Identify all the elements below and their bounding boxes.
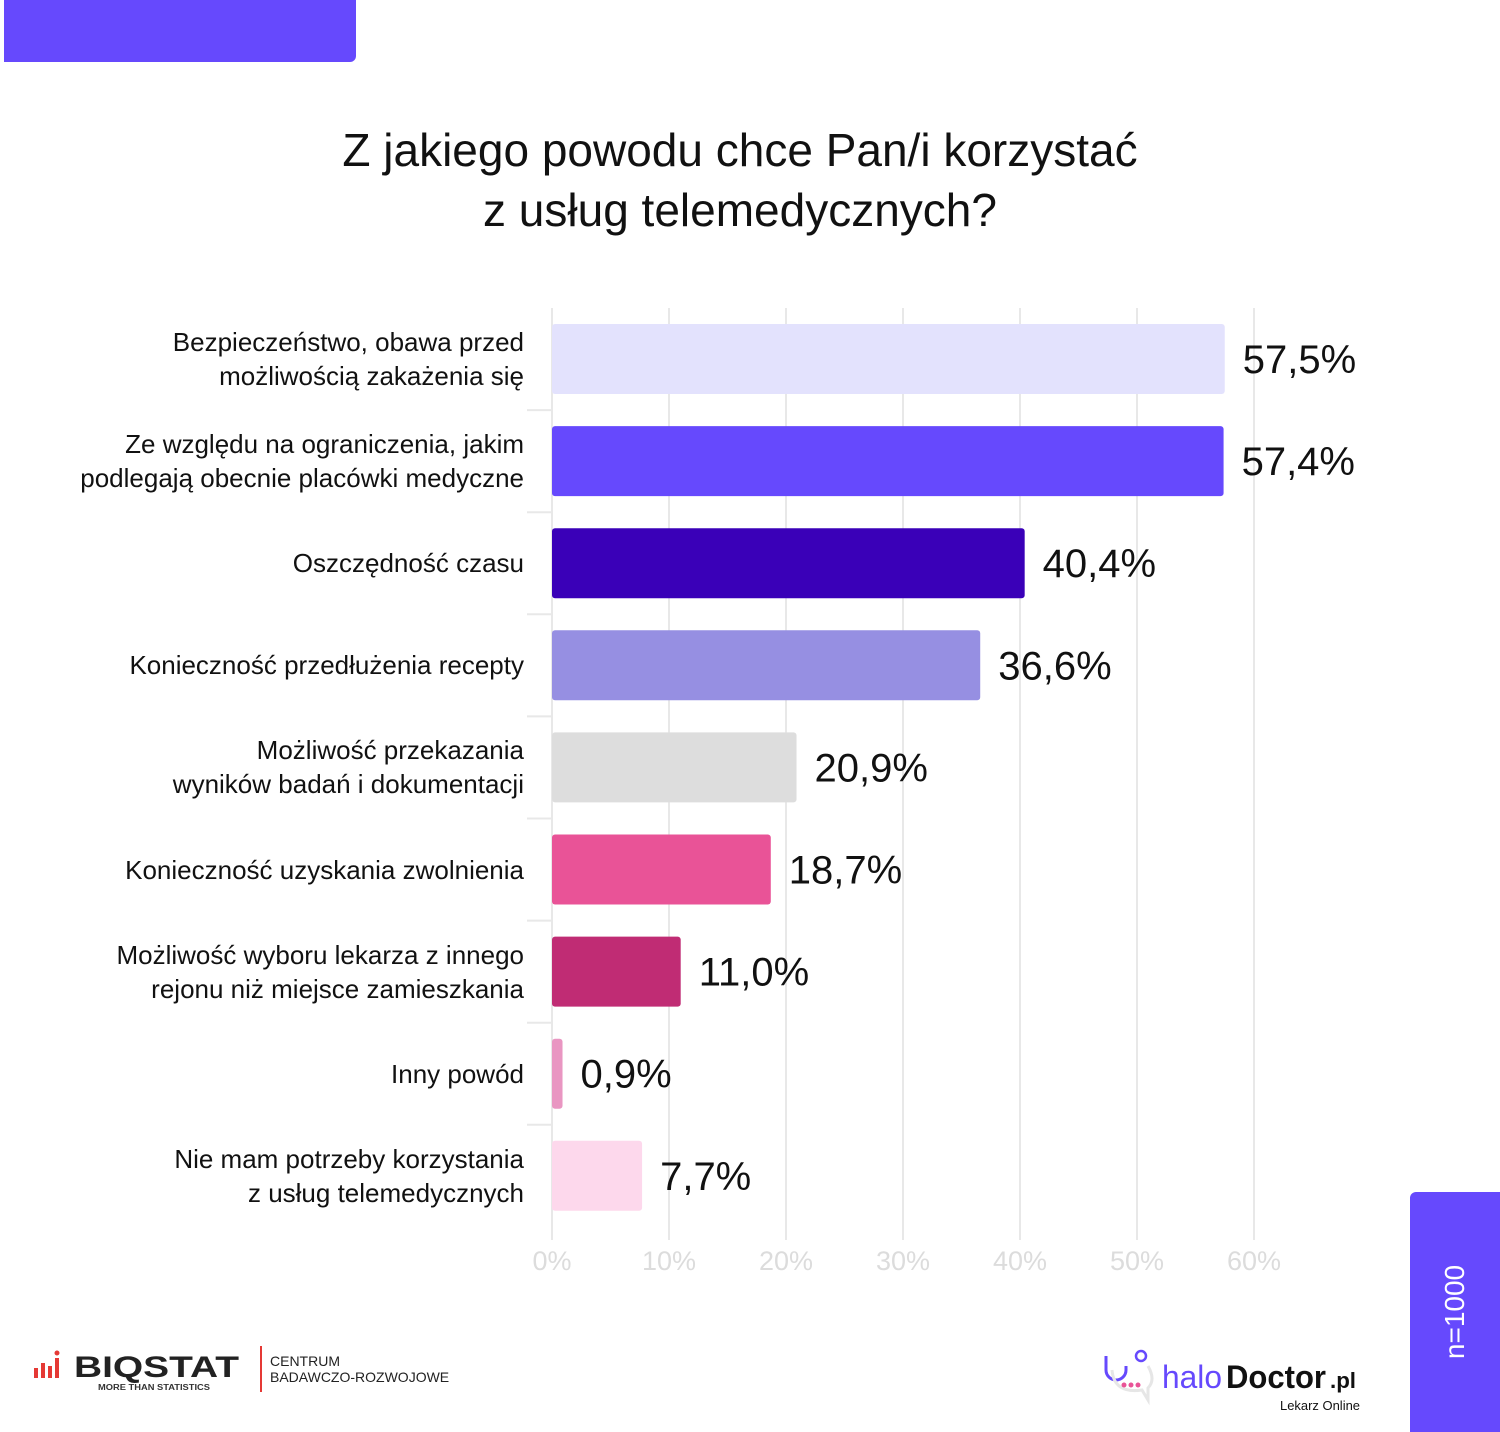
title-line: z usług telemedycznych? [483,184,997,236]
bar [552,1140,643,1211]
category-label-line: możliwością zakażenia się [219,361,524,391]
bar [552,324,1225,394]
category-label-line: Możliwość wyboru lekarza z innego [116,939,524,970]
centrum-line1: CENTRUM [270,1353,340,1369]
value-label: 36,6% [998,644,1111,688]
halo-wordmark: halo [1162,1359,1222,1395]
category-label-line: Bezpieczeństwo, obawa przed [172,327,524,357]
doctor-wordmark: Doctor [1226,1359,1326,1395]
biostat-logo: BIQSTAT MORE THAN STATISTICS CENTRUM BAD… [34,1346,474,1401]
value-label: 7,7% [660,1155,751,1199]
lekarz-online-tagline: Lekarz Online [1280,1398,1360,1413]
category-label: Konieczność uzyskania zwolnienia [125,853,524,887]
category-label-line: Ze względu na ograniczenia, jakim [125,429,524,460]
category-label: Nie mam potrzeby korzystania z usług tele… [174,1142,524,1210]
value-label: 40,4% [1043,542,1156,586]
value-label: 20,9% [815,746,928,790]
category-label: Możliwość wyboru lekarza z innego rejonu … [116,938,524,1006]
bar [552,732,797,803]
top-accent-bar [4,0,356,62]
x-tick-label: 10% [642,1246,696,1276]
category-label: Konieczność przedłużenia recepty [129,648,524,682]
value-label: 11,0% [699,951,809,995]
x-tick-label: 60% [1227,1246,1281,1276]
category-label-line: Oszczędność czasu [292,548,524,579]
category-label-line: rejonu niż miejsce zamieszkania [151,973,524,1004]
category-label-line: Konieczność uzyskania zwolnienia [125,854,524,885]
category-label: Ze względu na ograniczenia, jakim podlega… [80,427,524,495]
bar [552,834,771,905]
x-tick-label: 40% [993,1246,1047,1276]
sample-size-badge: n=1000 [1410,1192,1500,1432]
bar [552,936,681,1007]
value-label: 57,4% [1242,440,1355,484]
x-tick-label: 50% [1110,1246,1164,1276]
value-label: 18,7% [789,849,902,893]
category-label-line: Możliwość przekazania [256,735,524,766]
category-label-line: wyników badań i dokumentacji [172,769,524,800]
category-label: Bezpieczeństwo, obawa przed możliwością z… [173,325,524,393]
category-label-line: Inny powód [391,1058,524,1089]
category-label: Inny powód [391,1057,524,1091]
biostat-wordmark: BIQSTAT [74,1351,239,1384]
x-tick-label: 30% [876,1246,930,1276]
category-label-line: Konieczność przedłużenia recepty [129,650,524,681]
x-tick-label: 20% [759,1246,813,1276]
pl-wordmark: .pl [1330,1368,1356,1393]
category-label-line: z usług telemedycznych [247,1177,524,1208]
biostat-tagline: MORE THAN STATISTICS [98,1383,211,1392]
category-label-line: podlegają obecnie placówki medyczne [80,463,524,494]
title-line: Z jakiego powodu chce Pan/i korzystać [342,124,1138,176]
sample-size: n=1000 [1439,1264,1470,1360]
bar [552,528,1025,599]
x-tick-label: 0% [532,1246,571,1276]
category-label: Oszczędność czasu [293,546,524,580]
halodoctor-logo: halo Doctor .pl Lekarz Online [1100,1348,1400,1419]
bar [552,1038,563,1109]
value-label: 57,5% [1243,338,1356,382]
chart-title: Z jakiego powodu chce Pan/i korzystać z u… [0,120,1480,240]
value-label: 0,9% [581,1053,672,1097]
category-label-line: Nie mam potrzeby korzystania [174,1143,524,1174]
bar [552,426,1224,497]
centrum-line2: BADAWCZO-ROZWOJOWE [270,1369,449,1385]
bar [552,630,981,701]
category-label: Możliwość przekazania wyników badań i dok… [173,733,524,801]
